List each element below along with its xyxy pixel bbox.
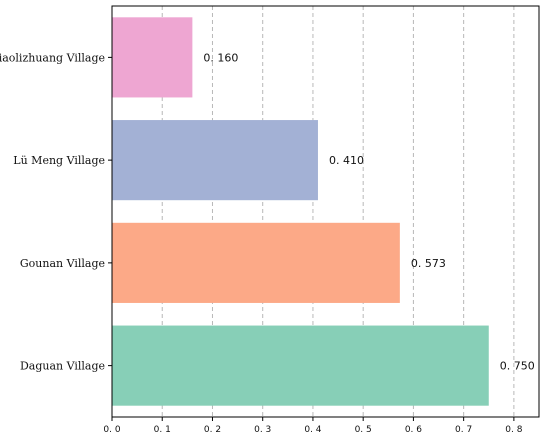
axes bbox=[111, 5, 540, 418]
x-tick-label-5: 0. 5 bbox=[355, 425, 372, 435]
x-tick-label-7: 0. 7 bbox=[455, 425, 472, 435]
bar-3 bbox=[112, 325, 489, 406]
plot-frame bbox=[111, 5, 540, 418]
category-label-0: Xiaolizhuang Village bbox=[0, 51, 105, 64]
x-tick-label-2: 0. 2 bbox=[204, 425, 221, 435]
data-label-2: 0. 573 bbox=[411, 257, 446, 270]
grid-lines bbox=[161, 6, 515, 417]
data-labels: 0. 160 0. 410 0. 573 0. 750 bbox=[203, 51, 534, 372]
data-label-3: 0. 750 bbox=[500, 360, 535, 373]
x-tick-label-3: 0. 3 bbox=[254, 425, 271, 435]
category-labels: Xiaolizhuang Village Lü Meng Village Gouna… bbox=[0, 51, 105, 372]
bar-0 bbox=[112, 17, 193, 98]
bars bbox=[112, 17, 489, 406]
x-tick-label-0: 0. 0 bbox=[103, 425, 120, 435]
category-label-2: Gounan Village bbox=[20, 257, 105, 270]
bar-2 bbox=[112, 222, 400, 303]
data-label-1: 0. 410 bbox=[329, 154, 364, 167]
category-label-3: Daguan Village bbox=[20, 360, 105, 373]
data-label-0: 0. 160 bbox=[203, 51, 238, 64]
x-tick-label-6: 0. 6 bbox=[405, 425, 422, 435]
x-tick-label-1: 0. 1 bbox=[154, 425, 171, 435]
bar-1 bbox=[112, 120, 318, 201]
x-tick-label-4: 0. 4 bbox=[304, 425, 321, 435]
category-label-1: Lü Meng Village bbox=[13, 154, 105, 167]
x-ticks: 0. 0 0. 1 0. 2 0. 3 0. 4 0. 5 0. 6 0. 7 0. 8 bbox=[103, 56, 523, 435]
x-tick-label-8: 0. 8 bbox=[505, 425, 522, 435]
